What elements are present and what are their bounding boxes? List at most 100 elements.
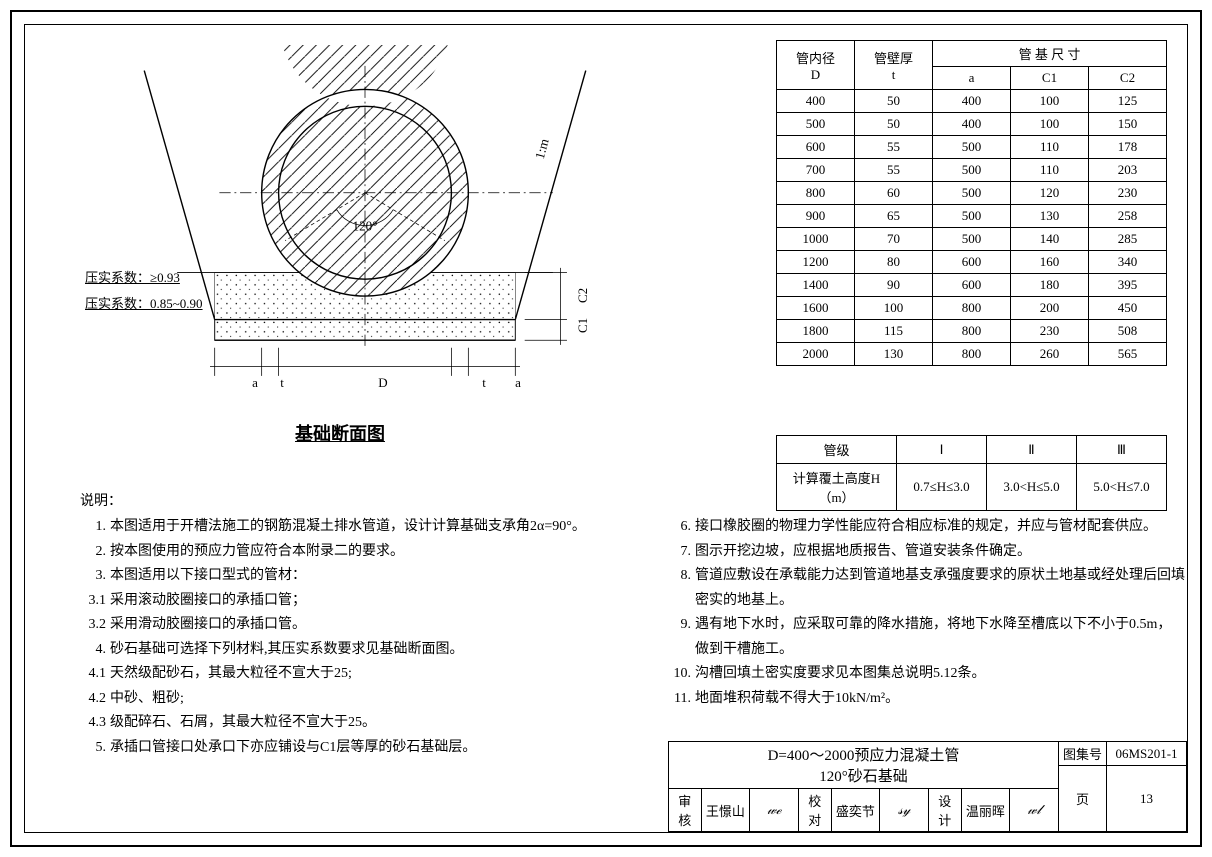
cell-a: 400 xyxy=(933,90,1011,113)
cell-D: 1800 xyxy=(777,320,855,343)
note-text: 图示开挖边坡，应根据地质报告、管道安装条件确定。 xyxy=(695,540,1185,565)
cover-3: 5.0<H≤7.0 xyxy=(1077,464,1167,511)
page-value: 13 xyxy=(1107,766,1187,832)
cell-C1: 100 xyxy=(1011,90,1089,113)
cell-C1: 100 xyxy=(1011,113,1089,136)
cell-a: 600 xyxy=(933,274,1011,297)
note-number: 4.1 xyxy=(80,662,110,687)
note-text: 采用滚动胶圈接口的承插口管； xyxy=(110,589,640,614)
grade-table: 管级 Ⅰ Ⅱ Ⅲ 计算覆土高度H（m） 0.7≤H≤3.0 3.0<H≤5.0 … xyxy=(776,435,1167,511)
note-item: 4.2中砂、粗砂; xyxy=(80,687,640,712)
inner-frame: 120° 1:m xyxy=(24,24,1188,833)
notes-left: 1.本图适用于开槽法施工的钢筋混凝土排水管道，设计计算基础支承角2α=90°。2… xyxy=(80,515,640,760)
check-label: 校对 xyxy=(799,789,832,832)
note-text: 本图适用于开槽法施工的钢筋混凝土排水管道，设计计算基础支承角2α=90°。 xyxy=(110,515,640,540)
cell-C2: 230 xyxy=(1089,182,1167,205)
note-item: 4.1天然级配砂石，其最大粒径不宣大于25; xyxy=(80,662,640,687)
note-text: 采用滑动胶圈接口的承插口管。 xyxy=(110,613,640,638)
cell-C1: 160 xyxy=(1011,251,1089,274)
note-number: 6. xyxy=(665,515,695,540)
cell-C1: 260 xyxy=(1011,343,1089,366)
cell-D: 2000 xyxy=(777,343,855,366)
cell-t: 130 xyxy=(855,343,933,366)
cover-2: 3.0<H≤5.0 xyxy=(987,464,1077,511)
note-text: 接口橡胶圈的物理力学性能应符合相应标准的规定，并应与管材配套供应。 xyxy=(695,515,1185,540)
cell-C2: 258 xyxy=(1089,205,1167,228)
cell-C2: 395 xyxy=(1089,274,1167,297)
note-number: 4.2 xyxy=(80,687,110,712)
th-a: a xyxy=(933,67,1011,90)
table-row: 1600100800200450 xyxy=(777,297,1167,320)
dim-a-left: a xyxy=(235,375,275,391)
table-row: 70055500110203 xyxy=(777,159,1167,182)
dim-t-right: t xyxy=(475,375,493,391)
cell-D: 1000 xyxy=(777,228,855,251)
design-sig: 𝓌𝓁 xyxy=(1010,789,1059,832)
cell-D: 600 xyxy=(777,136,855,159)
note-text: 砂石基础可选择下列材料,其压实系数要求见基础断面图。 xyxy=(110,638,640,663)
cell-t: 80 xyxy=(855,251,933,274)
note-item: 4.3级配碎石、石屑，其最大粒径不宣大于25。 xyxy=(80,711,640,736)
cell-C2: 178 xyxy=(1089,136,1167,159)
page-label: 页 xyxy=(1059,766,1107,832)
note-text: 中砂、粗砂; xyxy=(110,687,640,712)
cell-a: 800 xyxy=(933,297,1011,320)
table-row: 80060500120230 xyxy=(777,182,1167,205)
note-number: 3.1 xyxy=(80,589,110,614)
note-number: 3.2 xyxy=(80,613,110,638)
cell-C1: 200 xyxy=(1011,297,1089,320)
dim-C2: C2 xyxy=(575,288,591,303)
cell-a: 600 xyxy=(933,251,1011,274)
cell-C2: 125 xyxy=(1089,90,1167,113)
cell-C1: 110 xyxy=(1011,159,1089,182)
grade-col-2: Ⅱ xyxy=(987,436,1077,464)
titleblock: D=400～2000预应力混凝土管 120°砂石基础 图集号 06MS201-1… xyxy=(668,741,1187,832)
cell-t: 50 xyxy=(855,90,933,113)
table-row: 40050400100125 xyxy=(777,90,1167,113)
th-C2: C2 xyxy=(1089,67,1167,90)
cell-C2: 150 xyxy=(1089,113,1167,136)
cell-t: 70 xyxy=(855,228,933,251)
diagram-title: 基础断面图 xyxy=(295,420,385,446)
grade-col-1: Ⅰ xyxy=(897,436,987,464)
note-number: 5. xyxy=(80,736,110,761)
th-group: 管 基 尺 寸 xyxy=(933,41,1167,67)
note-item: 8.管道应敷设在承载能力达到管道地基支承强度要求的原状土地基或经处理后回填密实的… xyxy=(665,564,1185,613)
table-row: 100070500140285 xyxy=(777,228,1167,251)
cell-a: 800 xyxy=(933,320,1011,343)
note-text: 沟槽回填土密实度要求见本图集总说明5.12条。 xyxy=(695,662,1185,687)
section-diagram: 120° 1:m xyxy=(55,45,675,425)
cell-t: 50 xyxy=(855,113,933,136)
review-sig: 𝓌ℯ xyxy=(750,789,799,832)
note-text: 管道应敷设在承载能力达到管道地基支承强度要求的原状土地基或经处理后回填密实的地基… xyxy=(695,564,1185,613)
note-number: 3. xyxy=(80,564,110,589)
cell-a: 400 xyxy=(933,113,1011,136)
note-number: 2. xyxy=(80,540,110,565)
cell-C2: 508 xyxy=(1089,320,1167,343)
cell-a: 500 xyxy=(933,159,1011,182)
note-number: 8. xyxy=(665,564,695,613)
cell-C1: 230 xyxy=(1011,320,1089,343)
note-item: 10.沟槽回填土密实度要求见本图集总说明5.12条。 xyxy=(665,662,1185,687)
cell-C2: 450 xyxy=(1089,297,1167,320)
check-name: 盛奕节 xyxy=(831,789,880,832)
note-number: 4. xyxy=(80,638,110,663)
cell-C1: 120 xyxy=(1011,182,1089,205)
note-text: 本图适用以下接口型式的管材： xyxy=(110,564,640,589)
cell-t: 100 xyxy=(855,297,933,320)
note-item: 7.图示开挖边坡，应根据地质报告、管道安装条件确定。 xyxy=(665,540,1185,565)
diagram-svg: 120° 1:m xyxy=(55,45,675,425)
cell-a: 500 xyxy=(933,182,1011,205)
note-item: 4.砂石基础可选择下列材料,其压实系数要求见基础断面图。 xyxy=(80,638,640,663)
note-item: 5.承插口管接口处承口下亦应铺设与C1层等厚的砂石基础层。 xyxy=(80,736,640,761)
note-item: 3.2采用滑动胶圈接口的承插口管。 xyxy=(80,613,640,638)
note-item: 9.遇有地下水时，应采取可靠的降水措施，将地下水降至槽底以下不小于0.5m，做到… xyxy=(665,613,1185,662)
dimension-table: 管内径 D 管壁厚 t 管 基 尺 寸 a C1 C2 400504001001… xyxy=(776,40,1167,366)
cell-C1: 110 xyxy=(1011,136,1089,159)
cell-t: 90 xyxy=(855,274,933,297)
note-number: 11. xyxy=(665,687,695,712)
note-item: 3.本图适用以下接口型式的管材： xyxy=(80,564,640,589)
note-item: 1.本图适用于开槽法施工的钢筋混凝土排水管道，设计计算基础支承角2α=90°。 xyxy=(80,515,640,540)
note-item: 6.接口橡胶圈的物理力学性能应符合相应标准的规定，并应与管材配套供应。 xyxy=(665,515,1185,540)
cell-t: 65 xyxy=(855,205,933,228)
